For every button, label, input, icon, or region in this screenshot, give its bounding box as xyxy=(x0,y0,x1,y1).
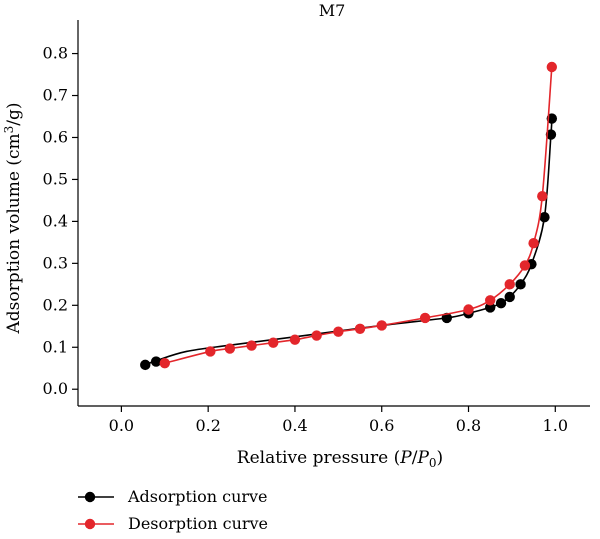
desorption-point xyxy=(268,337,279,348)
x-tick-label: 0.2 xyxy=(195,416,220,435)
legend-label-desorption: Desorption curve xyxy=(128,514,268,533)
desorption-point xyxy=(376,320,387,331)
desorption-curve-line xyxy=(164,66,553,364)
desorption-point xyxy=(504,279,515,290)
desorption-point xyxy=(333,326,344,337)
desorption-point xyxy=(528,238,539,249)
x-axis-label: Relative pressure (P/P0) xyxy=(237,448,443,470)
y-axis-label-superscript: 3 xyxy=(2,126,16,134)
adsorption-point xyxy=(539,211,550,223)
x-axis-label-prefix: Relative pressure ( xyxy=(237,448,400,468)
x-tick-label: 0.8 xyxy=(456,416,481,435)
desorption-series xyxy=(159,61,558,369)
desorption-point xyxy=(159,358,170,369)
y-tick-label: 0.6 xyxy=(43,127,68,146)
x-axis-label-p: P xyxy=(399,448,412,468)
x-axis-label-suffix: ) xyxy=(437,448,444,468)
y-tick-label: 0.2 xyxy=(43,295,68,314)
chart-title: M7 xyxy=(319,1,346,20)
desorption-point xyxy=(537,191,548,202)
adsorption-point xyxy=(140,359,151,371)
adsorption-point xyxy=(515,279,526,290)
y-tick-label: 0.3 xyxy=(43,253,68,272)
legend-label-adsorption: Adsorption curve xyxy=(127,487,268,506)
desorption-point xyxy=(419,312,431,324)
x-ticks: 0.0 0.2 0.4 0.6 0.8 1.0 xyxy=(109,406,568,435)
plot-area xyxy=(140,61,558,371)
y-tick-label: 0.4 xyxy=(43,211,68,230)
legend-item-desorption: Desorption curve xyxy=(78,514,268,533)
y-tick-label: 0.0 xyxy=(43,379,68,398)
adsorption-point xyxy=(495,298,507,309)
legend-item-adsorption: Adsorption curve xyxy=(78,487,268,506)
y-tick-label: 0.5 xyxy=(43,169,68,188)
adsorption-point xyxy=(545,129,557,140)
adsorption-curve-line xyxy=(144,118,553,366)
desorption-point xyxy=(224,343,236,354)
x-axis-label-subscript: 0 xyxy=(429,456,437,470)
desorption-point xyxy=(463,304,474,315)
x-axis-label-p0: P xyxy=(416,448,429,468)
desorption-point xyxy=(354,323,366,334)
y-tick-label: 0.7 xyxy=(43,86,68,105)
axes xyxy=(77,20,590,407)
y-axis-label-suffix: /g) xyxy=(4,103,24,126)
desorption-point xyxy=(546,61,558,73)
y-tick-label: 0.8 xyxy=(43,44,68,63)
desorption-point xyxy=(205,346,216,357)
x-tick-label: 0.0 xyxy=(109,416,134,435)
desorption-point xyxy=(311,330,322,341)
legend-marker-adsorption xyxy=(84,491,96,503)
adsorption-point xyxy=(150,356,162,367)
adsorption-point xyxy=(485,302,496,313)
desorption-point xyxy=(485,295,496,306)
adsorption-point xyxy=(504,291,515,303)
legend-marker-desorption xyxy=(84,518,96,530)
y-axis-label: Adsorption volume (cm3/g) xyxy=(2,103,24,335)
desorption-point xyxy=(289,334,301,345)
x-tick-label: 1.0 xyxy=(543,416,568,435)
x-tick-label: 0.6 xyxy=(369,416,394,435)
x-axis-label-slash: / xyxy=(412,448,418,468)
desorption-point xyxy=(246,340,257,351)
desorption-point xyxy=(519,260,531,271)
legend: Adsorption curve Desorption curve xyxy=(78,487,268,533)
y-ticks: 0.0 0.1 0.2 0.3 0.4 0.5 0.6 0.7 0.8 xyxy=(43,44,78,398)
y-axis-label-prefix: Adsorption volume (cm xyxy=(4,133,24,334)
y-tick-label: 0.1 xyxy=(43,337,68,356)
adsorption-series xyxy=(140,113,558,371)
x-tick-label: 0.4 xyxy=(282,416,307,435)
